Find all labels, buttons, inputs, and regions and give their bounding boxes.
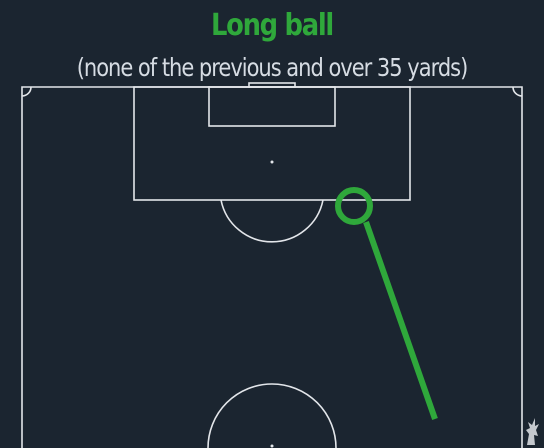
pass-end-marker [335, 187, 373, 225]
page-title: Long ball [211, 8, 334, 43]
liverbird-crest-icon [526, 418, 539, 445]
pass-line [363, 221, 438, 420]
centre-spot [270, 444, 274, 448]
penalty-spot [270, 160, 274, 164]
centre-circle [207, 383, 337, 448]
corner-arc-left [21, 86, 32, 97]
penalty-arc [220, 199, 324, 243]
six-yard-box [208, 86, 336, 127]
penalty-box [133, 86, 411, 201]
corner-arc-right [512, 86, 523, 97]
pitch-outline [21, 86, 523, 448]
page-subtitle: (none of the previous and over 35 yards) [76, 53, 469, 82]
